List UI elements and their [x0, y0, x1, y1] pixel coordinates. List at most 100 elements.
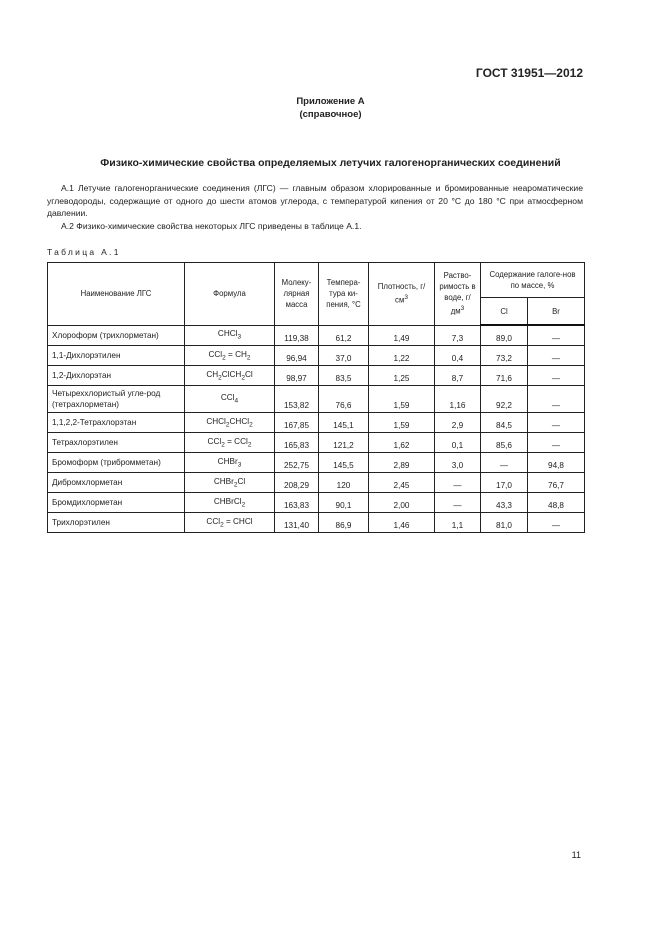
cell-formula: CHCl2CHCl2 [184, 412, 275, 433]
cell-formula: CCl2 = CH2 [184, 345, 275, 366]
cell-br: — [527, 512, 585, 533]
cell-mass: 119,38 [274, 324, 319, 346]
cell-cl: 84,5 [480, 412, 528, 433]
cell-name: Бромоформ (трибромметан) [47, 452, 185, 473]
cell-formula: CHCl3 [184, 324, 275, 346]
formula-text: CHCl [206, 416, 226, 426]
table-row: Тетрахлорэтилен CCl2 = CCl2 165,83 121,2 1,6… [47, 432, 585, 453]
cell-solubility: 2,9 [434, 412, 481, 433]
table-caption: Таблица А.1 [47, 247, 121, 257]
cell-mass: 131,40 [274, 512, 319, 533]
formula-text: CHCl [229, 416, 250, 426]
table-body: Хлороформ (трихлорметан) CHCl3 119,38 61,2 1… [47, 324, 585, 533]
formula-subscript: 2 [241, 374, 245, 382]
cell-formula: CCl2 = CHCl [184, 512, 275, 533]
cell-mass: 165,83 [274, 432, 319, 453]
cell-cl: — [480, 452, 528, 473]
cell-density: 1,25 [368, 365, 435, 386]
page-number: 11 [571, 850, 581, 860]
appendix-subtitle: (справочное) [299, 109, 362, 120]
formula-text: CH [206, 369, 219, 379]
cell-br: — [527, 412, 585, 433]
cell-temp: 37,0 [318, 345, 369, 366]
cell-mass: 98,97 [274, 365, 319, 386]
paragraph-a2: А.2 Физико-химические свойства некоторых… [61, 221, 362, 231]
cell-density: 2,45 [368, 472, 435, 493]
header-br: Br [527, 297, 585, 326]
header-solubility-sup: 3 [460, 305, 465, 313]
table-row: Хлороформ (трихлорметан) CHCl3 119,38 61,2 1… [47, 324, 585, 346]
cell-name: Четыреххлористый угле-род (тетрахлормета… [47, 385, 185, 413]
formula-subscript: 2 [218, 374, 222, 382]
header-halogen: Содержание галоге-нов по массе, % [480, 262, 585, 298]
formula-subscript: 2 [249, 421, 253, 429]
cell-solubility: 1,1 [434, 512, 481, 533]
table-row: Дибромхлорметан CHBr2Cl 208,29 120 2,45—17,0… [47, 472, 585, 493]
cell-density: 1,62 [368, 432, 435, 453]
header-density: Плотность, г/см3 [368, 262, 435, 326]
cell-name: Тетрахлорэтилен [47, 432, 185, 453]
formula-text: Cl [244, 369, 253, 379]
formula-text: CCl [208, 349, 223, 359]
formula-text: CHBr [217, 456, 238, 466]
cell-temp: 61,2 [318, 324, 369, 346]
header-name: Наименование ЛГС [47, 262, 185, 326]
formula-subscript: 2 [222, 354, 226, 362]
cell-cl: 89,0 [480, 324, 528, 346]
cell-name: Бромдихлорметан [47, 492, 185, 513]
table-row: 1,1,2,2-Тетрахлорэтан CHCl2CHCl2 167,85 145… [47, 412, 585, 433]
formula-subscript: 2 [246, 354, 251, 362]
cell-cl: 17,0 [480, 472, 528, 493]
cell-formula: CHBr2Cl [184, 472, 275, 493]
table-row: Бромдихлорметан CHBrCl2 163,83 90,1 2,00—43,… [47, 492, 585, 513]
cell-temp: 120 [318, 472, 369, 493]
formula-text: CCl [207, 436, 222, 446]
cell-mass: 163,83 [274, 492, 319, 513]
cell-br: 76,7 [527, 472, 585, 493]
cell-solubility: 1,16 [434, 385, 481, 413]
cell-formula: CCl2 = CCl2 [184, 432, 275, 453]
cell-solubility: — [434, 472, 481, 493]
formula-text: CHBr [213, 476, 234, 486]
cell-temp: 90,1 [318, 492, 369, 513]
cell-density: 2,00 [368, 492, 435, 513]
header-temp: Темпера-тура ки-пения, °С [318, 262, 369, 326]
formula-text: ClCH [221, 369, 242, 379]
cell-temp: 76,6 [318, 385, 369, 413]
formula-text: CHBrCl [213, 496, 242, 506]
cell-cl: 85,6 [480, 432, 528, 453]
standard-number: ГОСТ 31951—2012 [475, 66, 583, 80]
cell-density: 1,59 [368, 385, 435, 413]
table-row: Четыреххлористый угле-род (тетрахлормета… [47, 385, 585, 413]
header-mass: Молеку-лярная масса [274, 262, 319, 326]
cell-temp: 86,9 [318, 512, 369, 533]
cell-temp: 145,1 [318, 412, 369, 433]
cell-name: Дибромхлорметан [47, 472, 185, 493]
formula-text: Cl [237, 476, 246, 486]
formula-subscript: 2 [225, 421, 230, 429]
formula-subscript: 2 [221, 441, 225, 449]
section-title: Физико-химические свойства определяемых … [100, 157, 561, 169]
cell-density: 1,46 [368, 512, 435, 533]
cell-temp: 145,5 [318, 452, 369, 473]
formula-subscript: 2 [241, 501, 246, 509]
cell-cl: 73,2 [480, 345, 528, 366]
table-row: Бромоформ (трибромметан) CHBr3 252,75 145,5… [47, 452, 585, 473]
cell-mass: 96,94 [274, 345, 319, 366]
appendix-title: Приложение А [296, 96, 365, 107]
table-row: Трихлорэтилен CCl2 = CHCl 131,40 86,9 1,46 1,… [47, 512, 585, 533]
formula-subscript: 4 [234, 397, 239, 405]
properties-table: Наименование ЛГС Формула Молеку-лярная м… [47, 262, 585, 533]
formula-text: CCl [220, 393, 235, 403]
cell-formula: CHBrCl2 [184, 492, 275, 513]
cell-temp: 83,5 [318, 365, 369, 386]
formula-text: CCl [206, 516, 221, 526]
cell-br: 94,8 [527, 452, 585, 473]
cell-formula: CH2ClCH2Cl [184, 365, 275, 386]
header-formula: Формула [184, 262, 275, 326]
cell-mass: 208,29 [274, 472, 319, 493]
cell-br: — [527, 432, 585, 453]
cell-br: — [527, 324, 585, 346]
cell-cl: 81,0 [480, 512, 528, 533]
